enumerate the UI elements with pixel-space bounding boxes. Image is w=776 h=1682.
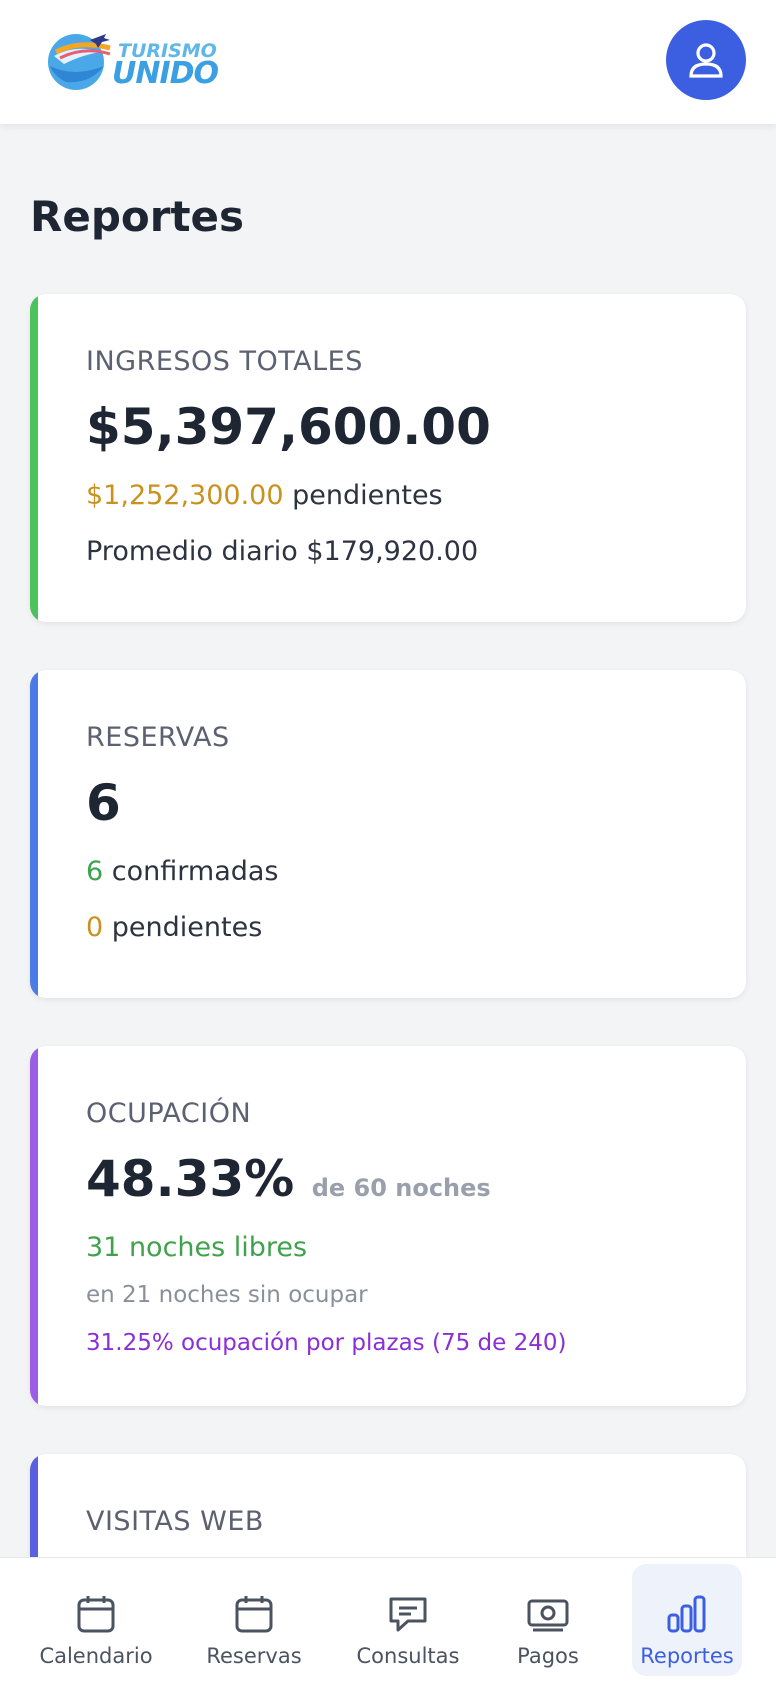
- nav-label: Calendario: [39, 1644, 153, 1668]
- pending-line: 0 pendientes: [86, 912, 262, 943]
- free-nights: 31 noches libres: [86, 1232, 308, 1263]
- app-header: TURISMO UNIDO: [0, 0, 776, 124]
- card-label: VISITAS WEB: [86, 1506, 264, 1537]
- bottom-navigation: Calendario Reservas Consultas: [0, 1557, 776, 1682]
- nav-item-reportes[interactable]: Reportes: [632, 1564, 742, 1676]
- calendar-icon: [77, 1596, 115, 1633]
- ingresos-card: INGRESOS TOTALES $5,397,600.00 $1,252,30…: [30, 294, 746, 622]
- logo-text-bottom: UNIDO: [112, 56, 219, 91]
- chat-icon: [389, 1597, 427, 1632]
- card-label: INGRESOS TOTALES: [86, 346, 363, 377]
- reservas-count: 6: [86, 774, 121, 832]
- pending-text: pendientes: [292, 480, 443, 511]
- globe-logo-icon: [48, 34, 111, 90]
- reservas-card: RESERVAS 6 6 confirmadas 0 pendientes: [30, 670, 746, 998]
- logo-text-top: TURISMO: [118, 40, 217, 62]
- calendar-icon: [235, 1596, 273, 1633]
- card-accent-bar: [30, 294, 38, 622]
- card-accent-bar: [30, 1046, 38, 1406]
- pending-count: 0: [86, 912, 104, 943]
- pending-income-line: $1,252,300.00 pendientes: [86, 480, 443, 511]
- occupancy-line: 48.33% de 60 noches: [86, 1150, 491, 1208]
- occupancy-by-seats: 31.25% ocupación por plazas (75 de 240): [86, 1330, 567, 1356]
- unoccupied-nights: en 21 noches sin ocupar: [86, 1282, 368, 1308]
- card-accent-bar: [30, 670, 38, 998]
- occupancy-percent: 48.33%: [86, 1150, 295, 1208]
- nav-label: Reportes: [640, 1644, 734, 1668]
- nav-label: Pagos: [517, 1644, 579, 1668]
- nav-item-pagos[interactable]: Pagos: [474, 1564, 622, 1676]
- daily-average: Promedio diario $179,920.00: [86, 536, 479, 567]
- nav-item-reservas[interactable]: Reservas: [180, 1564, 328, 1676]
- confirmed-line: 6 confirmadas: [86, 856, 279, 887]
- confirmed-text: confirmadas: [111, 856, 279, 887]
- pending-text: pendientes: [111, 912, 263, 943]
- nav-label: Reservas: [206, 1644, 302, 1668]
- ocupacion-card: OCUPACIÓN 48.33% de 60 noches 31 noches …: [30, 1046, 746, 1406]
- cash-icon: [527, 1599, 569, 1632]
- nav-item-consultas[interactable]: Consultas: [334, 1564, 482, 1676]
- card-label: RESERVAS: [86, 722, 230, 753]
- nav-label: Consultas: [356, 1644, 460, 1668]
- confirmed-count: 6: [86, 856, 104, 887]
- total-income-value: $5,397,600.00: [86, 398, 491, 456]
- occupancy-of-nights: de 60 noches: [311, 1174, 491, 1202]
- page-title: Reportes: [30, 192, 245, 241]
- nav-item-calendario[interactable]: Calendario: [22, 1564, 170, 1676]
- logo[interactable]: TURISMO UNIDO: [44, 26, 219, 96]
- user-avatar-button[interactable]: [666, 20, 746, 100]
- bar-chart-icon: [667, 1595, 706, 1633]
- card-label: OCUPACIÓN: [86, 1098, 252, 1129]
- user-icon: [689, 43, 723, 78]
- pending-amount: $1,252,300.00: [86, 480, 284, 511]
- card-accent-bar: [30, 1454, 38, 1654]
